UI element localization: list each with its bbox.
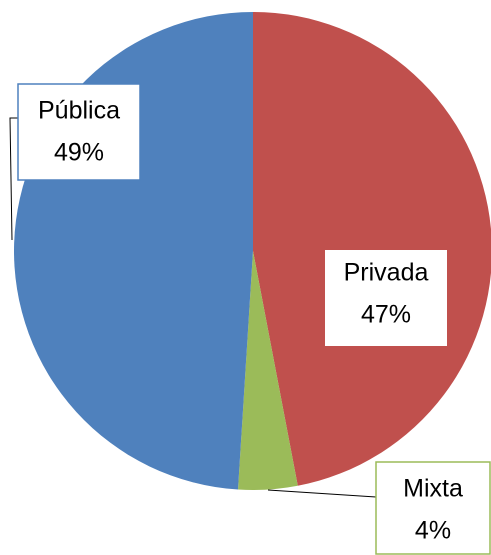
slice <box>237 251 298 490</box>
value-label: 47% <box>361 301 411 329</box>
category-label: Mixta <box>403 475 463 503</box>
category-label: Pública <box>38 97 120 125</box>
leader-line <box>267 489 377 498</box>
label-frame <box>375 461 491 555</box>
category-label: Privada <box>344 259 429 287</box>
value-label: 4% <box>415 517 451 545</box>
label-box: Privada 47% <box>325 250 447 346</box>
leader-line <box>9 117 18 241</box>
label-frame <box>17 83 141 181</box>
label-box: Mixta 4% <box>375 461 491 555</box>
label-frame <box>325 250 447 346</box>
value-label: 49% <box>54 139 104 167</box>
slice <box>253 12 491 486</box>
label-box: Pública 49% <box>17 83 141 181</box>
